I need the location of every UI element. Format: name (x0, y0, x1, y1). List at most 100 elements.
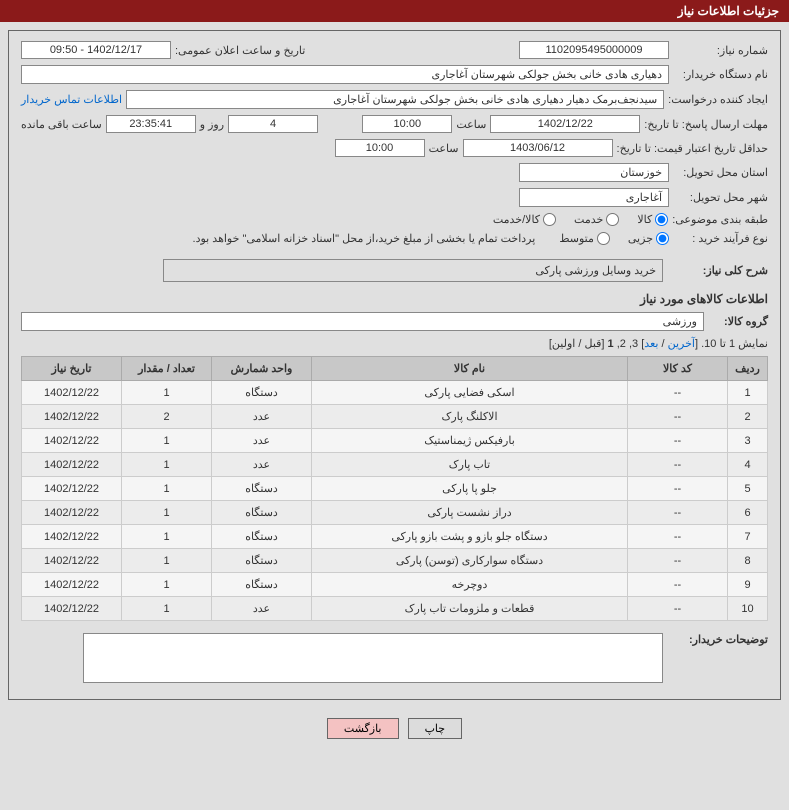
cat-goods-radio[interactable] (655, 213, 668, 226)
cell-date: 1402/12/22 (22, 477, 122, 501)
desc-value: خرید وسایل ورزشی پارکی (163, 259, 663, 282)
cell-code: -- (628, 573, 728, 597)
announce-label: تاریخ و ساعت اعلان عمومی: (175, 44, 305, 57)
pag-last-link[interactable]: آخرین (668, 338, 695, 350)
cell-n: 2 (728, 405, 768, 429)
cell-date: 1402/12/22 (22, 405, 122, 429)
validity-hour: 10:00 (335, 139, 425, 157)
city-label: شهر محل تحویل: (673, 191, 768, 204)
main-container: جزئیات اطلاعات نیاز شماره نیاز: 11020954… (0, 0, 789, 745)
cell-qty: 1 (122, 381, 212, 405)
cell-unit: عدد (212, 405, 312, 429)
cell-n: 9 (728, 573, 768, 597)
cell-unit: دستگاه (212, 501, 312, 525)
cell-n: 4 (728, 453, 768, 477)
print-button[interactable]: چاپ (408, 718, 463, 739)
process-note: پرداخت تمام یا بخشی از مبلغ خرید،از محل … (193, 232, 536, 245)
cell-name: دوچرخه (312, 573, 628, 597)
table-row: 2--الاکلنگ پارکعدد21402/12/22 (22, 405, 768, 429)
category-radio-group: کالا خدمت کالا/خدمت (493, 213, 668, 226)
th-date: تاریخ نیاز (22, 357, 122, 381)
buyer-notes-label: توضیحات خریدار: (673, 633, 768, 646)
cell-name: اسکی فضایی پارکی (312, 381, 628, 405)
cell-n: 7 (728, 525, 768, 549)
cell-unit: دستگاه (212, 549, 312, 573)
cell-n: 5 (728, 477, 768, 501)
proc-small-radio[interactable] (656, 232, 669, 245)
cat-goods-option[interactable]: کالا (637, 213, 668, 226)
th-unit: واحد شمارش (212, 357, 312, 381)
cell-code: -- (628, 429, 728, 453)
proc-small-option[interactable]: جزیی (628, 232, 669, 245)
cat-service-label: خدمت (574, 213, 603, 226)
cell-name: دستگاه سوارکاری (توسن) پارکی (312, 549, 628, 573)
cell-unit: دستگاه (212, 525, 312, 549)
pag-pages: ] 3, 2, (614, 338, 645, 350)
table-row: 6--دراز نشست پارکیدستگاه11402/12/22 (22, 501, 768, 525)
cat-both-option[interactable]: کالا/خدمت (493, 213, 556, 226)
table-row: 10--قطعات و ملزومات تاب پارکعدد11402/12/… (22, 597, 768, 621)
table-row: 1--اسکی فضایی پارکیدستگاه11402/12/22 (22, 381, 768, 405)
cell-name: جلو پا پارکی (312, 477, 628, 501)
cell-code: -- (628, 597, 728, 621)
cell-name: بارفیکس ژیمناستیک (312, 429, 628, 453)
cell-qty: 1 (122, 549, 212, 573)
days-count: 4 (228, 115, 318, 133)
cell-name: تاب پارک (312, 453, 628, 477)
form-content: شماره نیاز: 1102095495000009 تاریخ و ساع… (8, 30, 781, 700)
deadline-hour: 10:00 (362, 115, 452, 133)
back-button[interactable]: بازگشت (327, 718, 399, 739)
cat-service-radio[interactable] (606, 213, 619, 226)
validity-date: 1403/06/12 (463, 139, 613, 157)
cell-qty: 1 (122, 477, 212, 501)
pag-suffix: [قبل / اولین] (549, 338, 608, 350)
cell-code: -- (628, 501, 728, 525)
cell-date: 1402/12/22 (22, 429, 122, 453)
button-bar: چاپ بازگشت (0, 708, 789, 745)
buyer-org-value: دهیاری هادی خانی بخش جولکی شهرستان آغاجا… (21, 65, 669, 84)
cell-qty: 1 (122, 453, 212, 477)
cell-n: 3 (728, 429, 768, 453)
proc-small-label: جزیی (628, 232, 653, 245)
pagination: نمایش 1 تا 10. [آخرین / بعد] 3, 2, 1 [قب… (21, 337, 768, 350)
cell-code: -- (628, 453, 728, 477)
city-value: آغاجاری (519, 188, 669, 207)
cell-code: -- (628, 549, 728, 573)
cell-n: 8 (728, 549, 768, 573)
cell-date: 1402/12/22 (22, 501, 122, 525)
proc-medium-option[interactable]: متوسط (559, 232, 610, 245)
need-number-label: شماره نیاز: (673, 44, 768, 57)
pag-next-link[interactable]: بعد (644, 338, 658, 350)
buyer-org-label: نام دستگاه خریدار: (673, 68, 768, 81)
province-value: خوزستان (519, 163, 669, 182)
th-row: ردیف (728, 357, 768, 381)
cell-code: -- (628, 525, 728, 549)
goods-section-title: اطلاعات کالاهای مورد نیاز (21, 292, 768, 306)
cell-qty: 1 (122, 597, 212, 621)
contact-link[interactable]: اطلاعات تماس خریدار (21, 93, 122, 106)
deadline-label: مهلت ارسال پاسخ: تا تاریخ: (644, 118, 768, 131)
cell-date: 1402/12/22 (22, 525, 122, 549)
cell-unit: عدد (212, 429, 312, 453)
cell-qty: 1 (122, 525, 212, 549)
cell-qty: 1 (122, 501, 212, 525)
cat-both-radio[interactable] (543, 213, 556, 226)
days-and-label: روز و (200, 118, 224, 131)
cell-unit: عدد (212, 453, 312, 477)
cell-code: -- (628, 405, 728, 429)
table-row: 4--تاب پارکعدد11402/12/22 (22, 453, 768, 477)
pag-sep: / (658, 338, 667, 350)
requester-label: ایجاد کننده درخواست: (668, 93, 768, 106)
cell-date: 1402/12/22 (22, 597, 122, 621)
hour-label-1: ساعت (456, 118, 486, 131)
th-name: نام کالا (312, 357, 628, 381)
cell-unit: دستگاه (212, 573, 312, 597)
proc-medium-radio[interactable] (597, 232, 610, 245)
cell-date: 1402/12/22 (22, 381, 122, 405)
cell-qty: 1 (122, 573, 212, 597)
cell-date: 1402/12/22 (22, 549, 122, 573)
cat-both-label: کالا/خدمت (493, 213, 540, 226)
province-label: استان محل تحویل: (673, 166, 768, 179)
cat-service-option[interactable]: خدمت (574, 213, 619, 226)
cell-unit: دستگاه (212, 477, 312, 501)
